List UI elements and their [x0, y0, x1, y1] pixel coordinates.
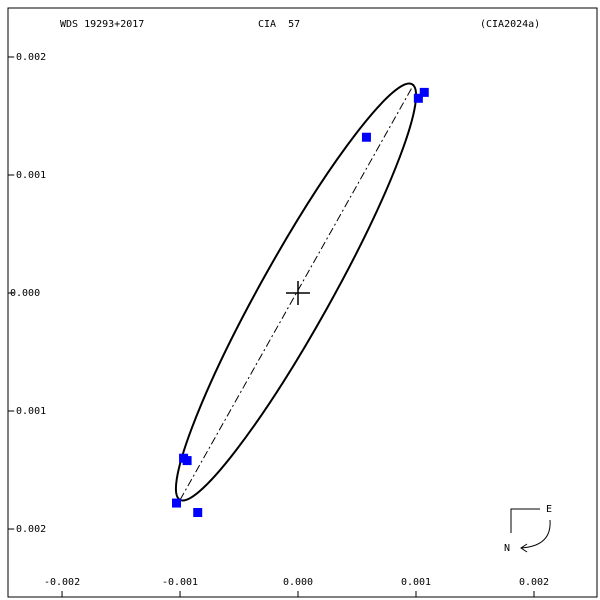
- orbit-ellipse: [174, 82, 418, 502]
- data-point: [193, 508, 203, 518]
- compass-lines: [510, 508, 540, 533]
- y-tick-label: -0.001: [10, 170, 46, 181]
- x-tick-label: 0.002: [519, 577, 549, 588]
- plot-frame: [7, 7, 598, 598]
- y-tick-label: -0.001: [10, 406, 46, 417]
- compass-arrow: [520, 519, 551, 553]
- data-point: [413, 93, 423, 103]
- compass-east: E: [546, 504, 552, 515]
- y-tick-label: -0.002: [10, 52, 46, 63]
- x-tick-label: -0.002: [44, 577, 80, 588]
- data-point: [171, 498, 181, 508]
- header-center: CIA 57: [258, 19, 300, 30]
- x-tick-label: -0.001: [162, 577, 198, 588]
- header-right: (CIA2024a): [480, 19, 540, 30]
- header-left: WDS 19293+2017: [60, 19, 144, 30]
- data-point: [361, 132, 371, 142]
- data-point: [182, 456, 192, 466]
- y-tick-label: 0.000: [10, 288, 40, 299]
- compass-north: N: [504, 543, 510, 554]
- y-tick-label: -0.002: [10, 524, 46, 535]
- line-of-nodes: [179, 83, 415, 501]
- data-point: [419, 87, 429, 97]
- x-tick-label: 0.000: [283, 577, 313, 588]
- x-tick-label: 0.001: [401, 577, 431, 588]
